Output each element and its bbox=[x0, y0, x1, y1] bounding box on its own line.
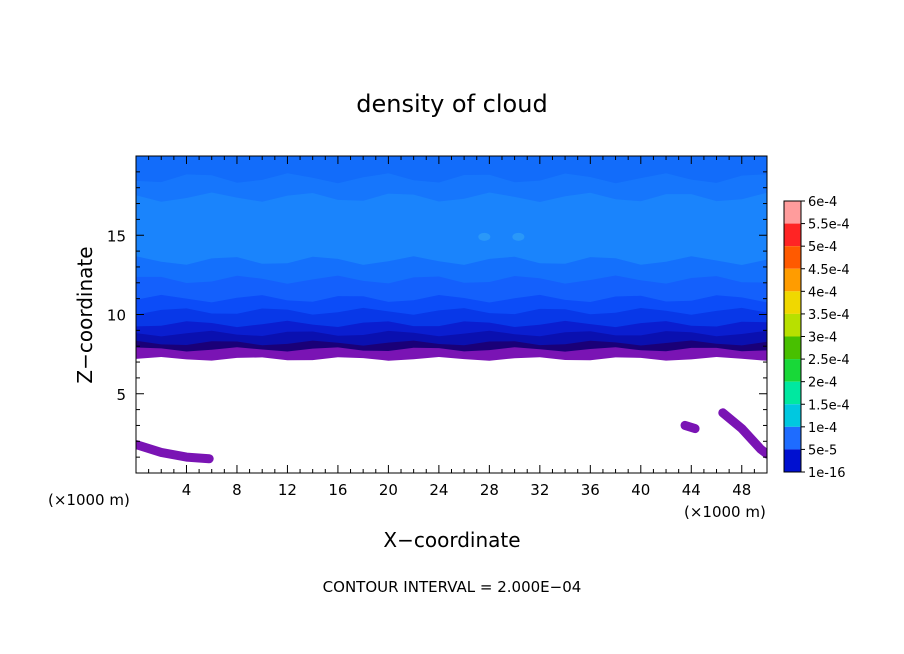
colorbar-label: 4.5e-4 bbox=[808, 263, 850, 278]
colorbar-label: 1e-4 bbox=[808, 421, 837, 436]
y-tick-label: 5 bbox=[116, 386, 126, 404]
colorbar: 6e-4 5.5e-4 5e-4 4.5e-4 4e-4 3.5e-4 3e-4 2.5e-4… bbox=[783, 195, 850, 481]
x-tick-label: 36 bbox=[581, 481, 600, 499]
x-tick-label: 12 bbox=[278, 481, 297, 499]
x-tick-label: 8 bbox=[232, 481, 242, 499]
contour-patch bbox=[478, 232, 491, 241]
colorbar-label: 2e-4 bbox=[808, 376, 837, 391]
colorbar-swatch bbox=[784, 381, 801, 405]
x-tick-label: 44 bbox=[682, 481, 701, 499]
contour-patch bbox=[512, 232, 525, 241]
colorbar-label: 2.5e-4 bbox=[808, 353, 850, 368]
colorbar-label: 1e-16 bbox=[808, 466, 846, 481]
x-tick-label: 48 bbox=[732, 481, 751, 499]
colorbar-swatch bbox=[784, 449, 801, 472]
x-tick-label: 16 bbox=[328, 481, 347, 499]
low-cloud-streak bbox=[680, 420, 700, 434]
x-axis-label: X−coordinate bbox=[383, 528, 520, 552]
y-tick-label: 15 bbox=[107, 227, 126, 245]
colorbar-label: 6e-4 bbox=[808, 195, 837, 210]
y-axis-label: Z−coordinate bbox=[73, 246, 97, 383]
y-tick-label: 10 bbox=[107, 307, 126, 325]
colorbar-swatch bbox=[784, 223, 801, 247]
x-tick-label: 32 bbox=[530, 481, 549, 499]
x-tick-label: 20 bbox=[379, 481, 398, 499]
colorbar-swatch bbox=[784, 404, 801, 427]
x-tick-label: 40 bbox=[631, 481, 650, 499]
colorbar-label: 4e-4 bbox=[808, 285, 837, 300]
colorbar-swatch bbox=[784, 268, 801, 292]
contour-field bbox=[136, 156, 767, 464]
low-cloud-streak bbox=[718, 408, 767, 459]
colorbar-label: 1.5e-4 bbox=[808, 398, 850, 413]
contour-interval-footer: CONTOUR INTERVAL = 2.000E−04 bbox=[323, 578, 582, 596]
colorbar-swatch bbox=[784, 201, 801, 224]
colorbar-label: 3.5e-4 bbox=[808, 308, 850, 323]
colorbar-label: 5e-5 bbox=[808, 443, 837, 458]
contour-band bbox=[136, 156, 767, 184]
low-cloud-streak bbox=[136, 440, 214, 464]
colorbar-label: 3e-4 bbox=[808, 331, 837, 346]
colorbar-label: 5.5e-4 bbox=[808, 218, 850, 233]
chart-title: density of cloud bbox=[356, 90, 547, 118]
x-unit-left: (×1000 m) bbox=[48, 491, 130, 509]
colorbar-swatch bbox=[784, 313, 801, 337]
x-tick-label: 28 bbox=[480, 481, 499, 499]
colorbar-swatch bbox=[784, 291, 801, 314]
x-tick-label: 4 bbox=[182, 481, 192, 499]
colorbar-swatch bbox=[784, 426, 801, 450]
colorbar-swatch bbox=[784, 336, 801, 360]
x-unit-right: (×1000 m) bbox=[684, 503, 766, 521]
colorbar-swatch bbox=[784, 359, 801, 382]
colorbar-label: 5e-4 bbox=[808, 240, 837, 255]
x-tick-label: 24 bbox=[429, 481, 448, 499]
colorbar-swatch bbox=[784, 246, 801, 269]
